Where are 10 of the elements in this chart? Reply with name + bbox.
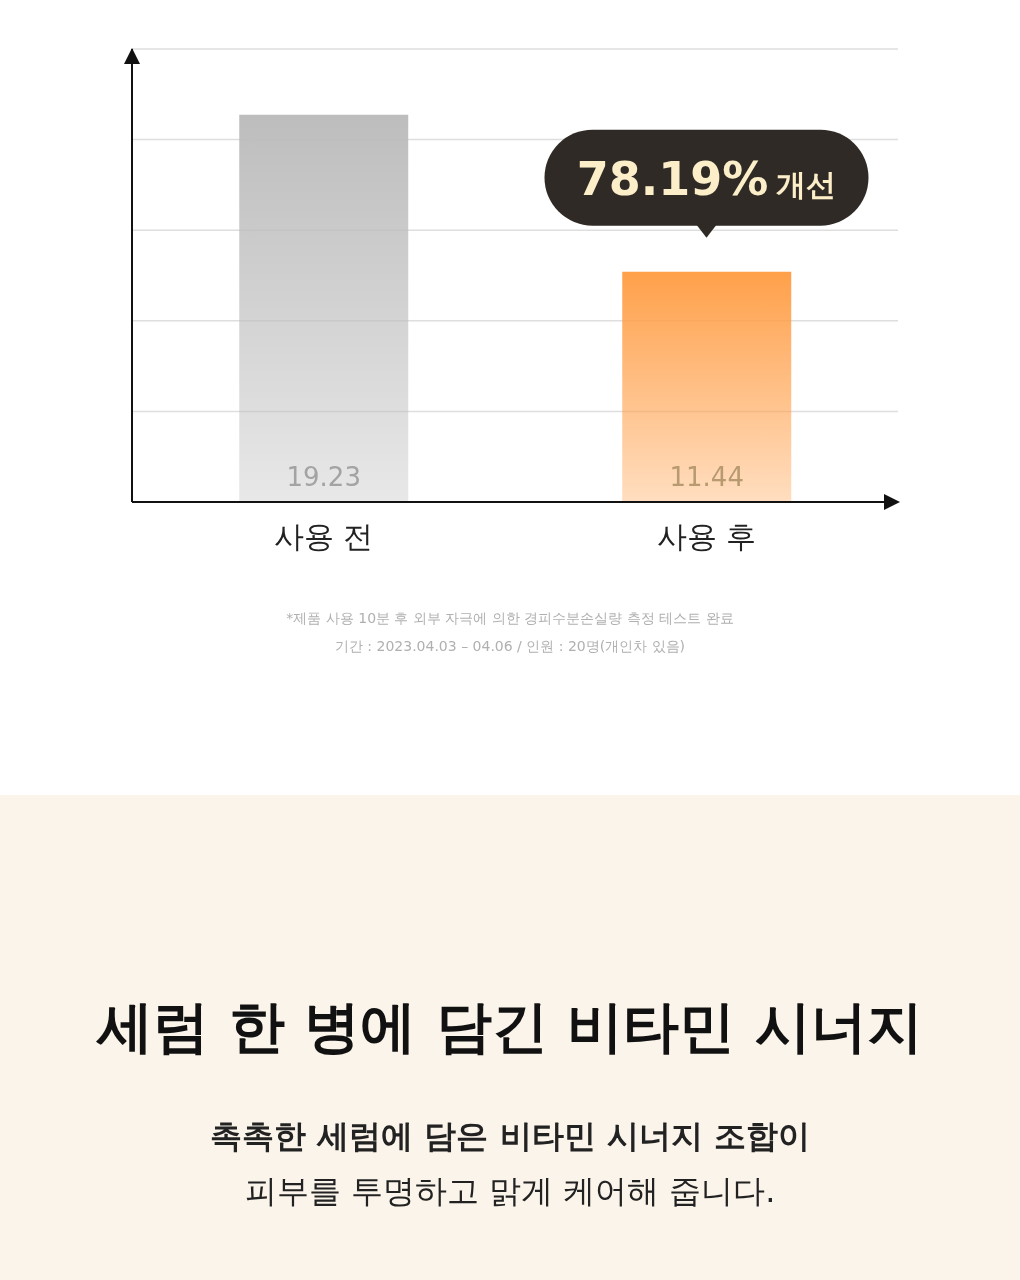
data-label: 11.44 [669,462,744,492]
x-tick-label: 사용 후 [656,519,757,555]
text: 세럼 한 병에 담긴 비타민 시너지 [95,993,924,1061]
text: *제품 사용 10분 후 외부 자극에 의한 경피수분손실량 측정 테스트 완료 [285,610,735,628]
data-label: 19.23 [286,462,361,492]
text: 촉촉한 세럼에 담은 비타민 시너지 조합이 [209,1116,811,1157]
text: 기간 : 2023.04.03 – 04.06 / 인원 : 20명(개인차 있음) [333,638,687,656]
annotation: 78.19% 개선 [576,151,837,206]
text: 피부를 투명하고 맑게 케어해 줍니다. [243,1171,777,1212]
x-tick-label: 사용 전 [273,519,374,555]
